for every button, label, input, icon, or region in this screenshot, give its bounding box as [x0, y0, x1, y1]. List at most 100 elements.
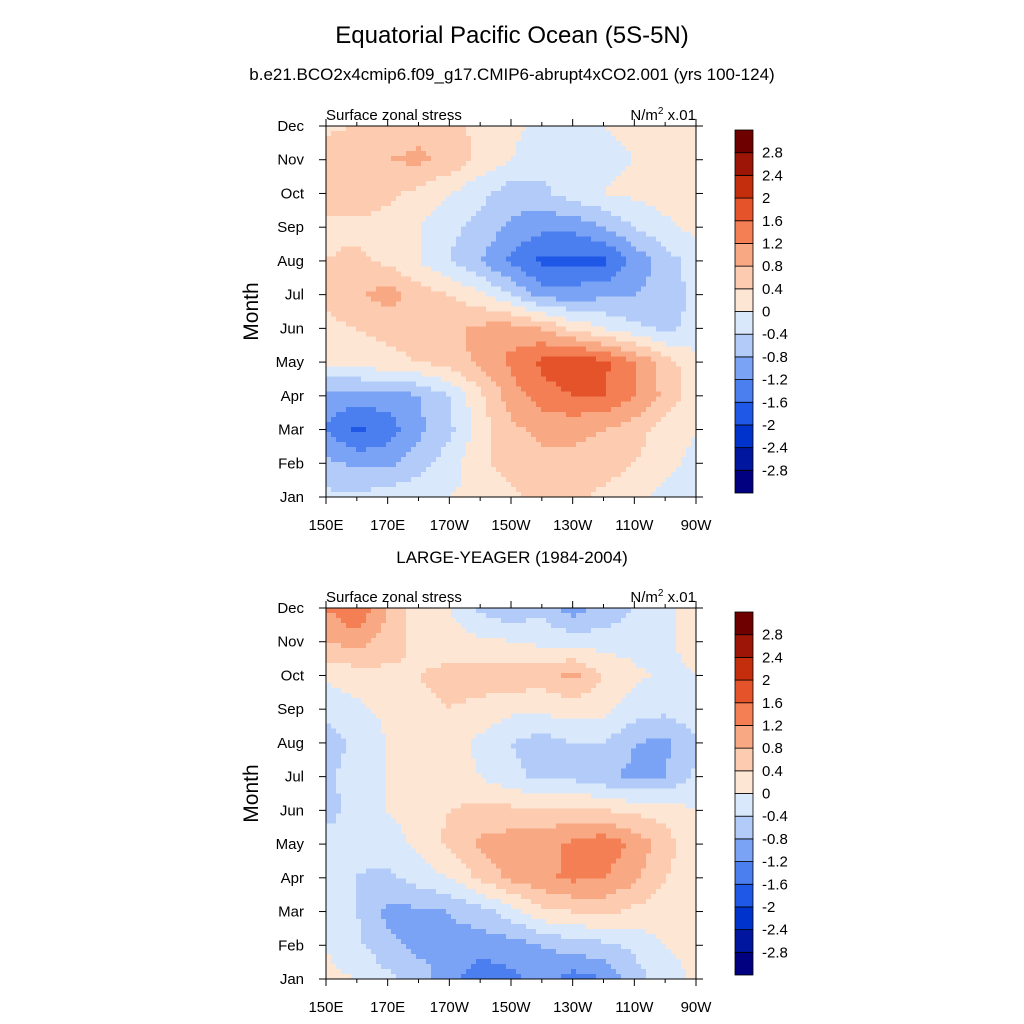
heatmap-cell [651, 276, 657, 283]
heatmap-cell [366, 181, 372, 187]
heatmap-cell [336, 151, 342, 157]
heatmap-cell [401, 331, 407, 338]
heatmap-cell [331, 401, 337, 408]
heatmap-cell [686, 271, 692, 277]
heatmap-cell [676, 296, 682, 303]
heatmap-cell [681, 431, 687, 438]
heatmap-cell [416, 221, 422, 227]
heatmap-cell [676, 346, 682, 353]
heatmap-cell [616, 256, 622, 262]
heatmap-cell [476, 371, 482, 378]
heatmap-cell [551, 411, 557, 418]
heatmap-cell [351, 436, 357, 443]
heatmap-cell [631, 196, 637, 202]
heatmap-cell [536, 221, 542, 227]
heatmap-cell [411, 346, 417, 353]
heatmap-cell [656, 296, 662, 303]
heatmap-cell [621, 236, 627, 242]
heatmap-cell [591, 311, 597, 318]
heatmap-cell [596, 291, 602, 298]
heatmap-cell [411, 326, 417, 333]
heatmap-cell [511, 206, 517, 212]
heatmap-cell [496, 381, 502, 388]
panel1-title: b.e21.BCO2x4cmip6.f09_g17.CMIP6-abrupt4x… [249, 65, 775, 84]
heatmap-cell [691, 436, 697, 443]
heatmap-cell [636, 341, 642, 348]
heatmap-cell [481, 211, 487, 217]
heatmap-cell [386, 276, 392, 283]
heatmap-cell [491, 206, 497, 212]
heatmap-cell [661, 226, 667, 232]
heatmap-cell [396, 241, 402, 247]
heatmap-cell [486, 421, 492, 428]
heatmap-cell [571, 241, 577, 247]
heatmap-cell [366, 356, 372, 363]
heatmap-cell [426, 226, 432, 232]
heatmap-cell [456, 261, 462, 267]
heatmap-cell [636, 411, 642, 418]
heatmap-cell [646, 131, 652, 137]
heatmap-cell [431, 416, 437, 423]
heatmap-cell [511, 186, 517, 192]
heatmap-cell [611, 281, 617, 288]
heatmap-cell [536, 216, 542, 222]
heatmap-cell [381, 241, 387, 247]
heatmap-cell [366, 416, 372, 423]
heatmap-cell [431, 421, 437, 428]
heatmap-cell [431, 351, 437, 358]
heatmap-cell [551, 346, 557, 353]
heatmap-cell [441, 156, 447, 162]
heatmap-cell [446, 431, 452, 438]
heatmap-cell [606, 381, 612, 388]
heatmap-cell [346, 201, 352, 207]
heatmap-cell [601, 231, 607, 237]
heatmap-cell [391, 206, 397, 212]
heatmap-cell [396, 171, 402, 177]
heatmap-cell [361, 186, 367, 192]
heatmap-cell [621, 406, 627, 413]
heatmap-cell [501, 436, 507, 443]
heatmap-cell [626, 346, 632, 353]
heatmap-cell [446, 301, 452, 308]
heatmap-cell [556, 276, 562, 283]
heatmap-cell [456, 311, 462, 318]
heatmap-cell [536, 296, 542, 303]
heatmap-cell [431, 276, 437, 283]
heatmap-cell [546, 141, 552, 147]
heatmap-cell [411, 206, 417, 212]
heatmap-cell [481, 331, 487, 338]
heatmap-cell [661, 356, 667, 363]
heatmap-cell [471, 451, 477, 458]
heatmap-cell [596, 276, 602, 283]
heatmap-cell [396, 136, 402, 142]
heatmap-cell [571, 391, 577, 398]
heatmap-cell [431, 336, 437, 343]
heatmap-cell [521, 281, 527, 288]
heatmap-cell [396, 276, 402, 283]
heatmap-cell [571, 366, 577, 373]
heatmap-cell [346, 411, 352, 418]
heatmap-cell [511, 441, 517, 448]
heatmap-cell [646, 401, 652, 408]
heatmap-cell [466, 386, 472, 393]
heatmap-cell [676, 161, 682, 167]
heatmap-cell [526, 341, 532, 348]
heatmap-cell [376, 136, 382, 142]
heatmap-cell [571, 141, 577, 147]
heatmap-cell [651, 191, 657, 197]
heatmap-cell [396, 441, 402, 448]
heatmap-cell [636, 146, 642, 152]
heatmap-cell [326, 301, 332, 308]
heatmap-cell [561, 366, 567, 373]
heatmap-cell [396, 151, 402, 157]
heatmap-cell [531, 421, 537, 428]
heatmap-cell [526, 376, 532, 383]
heatmap-cell [561, 176, 567, 182]
heatmap-cell [446, 146, 452, 152]
heatmap-cell [371, 376, 377, 383]
heatmap-cell [511, 376, 517, 383]
heatmap-cell [496, 396, 502, 403]
heatmap-cell [501, 316, 507, 323]
heatmap-cell [556, 406, 562, 413]
heatmap-cell [416, 216, 422, 222]
